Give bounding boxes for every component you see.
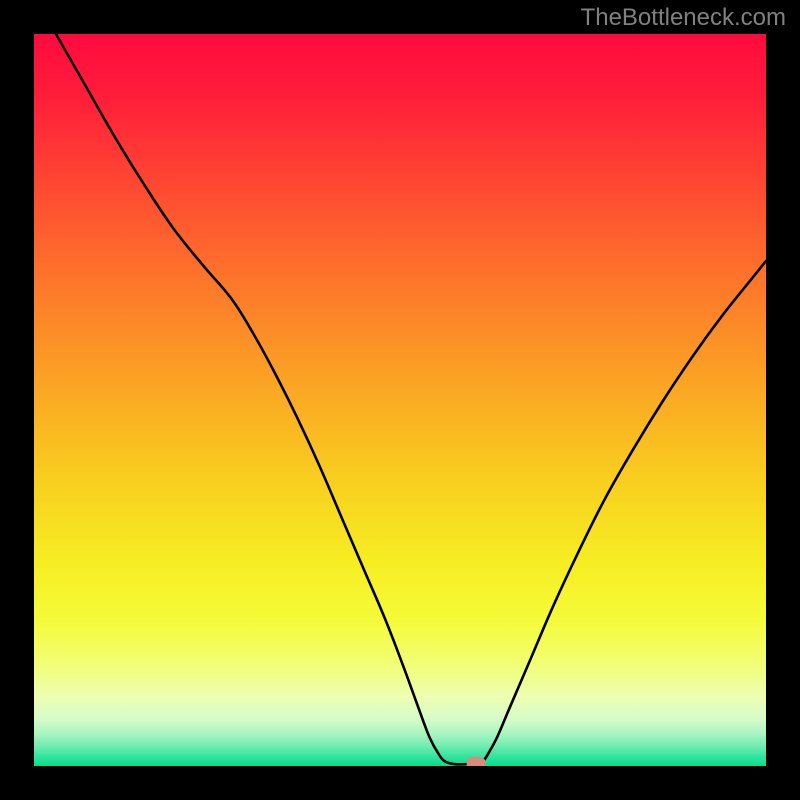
chart-plot <box>34 34 766 766</box>
outer-frame: TheBottleneck.com <box>0 0 800 800</box>
watermark-text: TheBottleneck.com <box>581 4 786 32</box>
optimum-marker <box>467 757 486 766</box>
